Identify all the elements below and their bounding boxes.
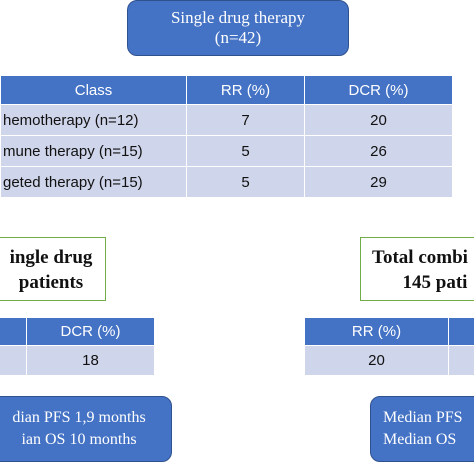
row-rr: 7 (186, 104, 305, 136)
row-rr: 5 (186, 166, 305, 198)
right-blank-header (448, 317, 474, 346)
table-header-row: DCR (%) (0, 317, 155, 346)
right-blank-cell (448, 345, 474, 376)
table-header-row: Class RR (%) DCR (%) (0, 75, 453, 105)
header-rr: RR (%) (186, 75, 305, 105)
row-dcr: 20 (304, 104, 453, 136)
left-median-os: ian OS 10 months (21, 431, 137, 448)
row-dcr: 29 (304, 166, 453, 198)
single-drug-class-table: Class RR (%) DCR (%) hemotherapy (n=12) … (0, 75, 453, 198)
row-class: geted therapy (n=15) (0, 166, 187, 198)
row-rr: 5 (186, 135, 305, 167)
right-header-rr: RR (%) (304, 317, 449, 346)
left-header-dcr: DCR (%) (26, 317, 155, 346)
table-row: hemotherapy (n=12) 7 20 (0, 104, 453, 136)
row-class: hemotherapy (n=12) (0, 104, 187, 136)
right-title-line2: 145 pati (402, 272, 468, 293)
table-row: 18 (0, 345, 155, 376)
table-row: mune therapy (n=15) 5 26 (0, 135, 453, 167)
left-survival-box: dian PFS 1,9 months ian OS 10 months (0, 396, 172, 462)
left-median-pfs: dian PFS 1,9 months (12, 409, 146, 426)
left-blank-cell (0, 345, 27, 376)
left-title-line1: ingle drug (9, 247, 93, 268)
header-class: Class (0, 75, 187, 105)
right-median-pfs: Median PFS (383, 409, 463, 426)
single-drug-therapy-count: (n=42) (214, 28, 262, 47)
header-dcr: DCR (%) (304, 75, 453, 105)
right-rr-table: RR (%) 20 (304, 317, 474, 376)
right-summary-title-box: Total combi 145 pati (360, 237, 474, 301)
table-header-row: RR (%) (304, 317, 474, 346)
right-title-line1: Total combi (372, 247, 468, 268)
single-drug-therapy-title: Single drug therapy (170, 8, 306, 27)
left-blank-header (0, 317, 27, 346)
left-value-dcr: 18 (26, 345, 155, 376)
table-row: 20 (304, 345, 474, 376)
row-dcr: 26 (304, 135, 453, 167)
table-row: geted therapy (n=15) 5 29 (0, 166, 453, 198)
right-survival-box: Median PFS Median OS (370, 396, 474, 462)
single-drug-therapy-box: Single drug therapy (n=42) (127, 0, 349, 56)
left-dcr-table: DCR (%) 18 (0, 317, 155, 376)
left-title-line2: patients (18, 272, 84, 293)
left-summary-title-box: ingle drug patients (0, 237, 106, 301)
row-class: mune therapy (n=15) (0, 135, 187, 167)
right-value-rr: 20 (304, 345, 449, 376)
right-median-os: Median OS (383, 431, 457, 448)
